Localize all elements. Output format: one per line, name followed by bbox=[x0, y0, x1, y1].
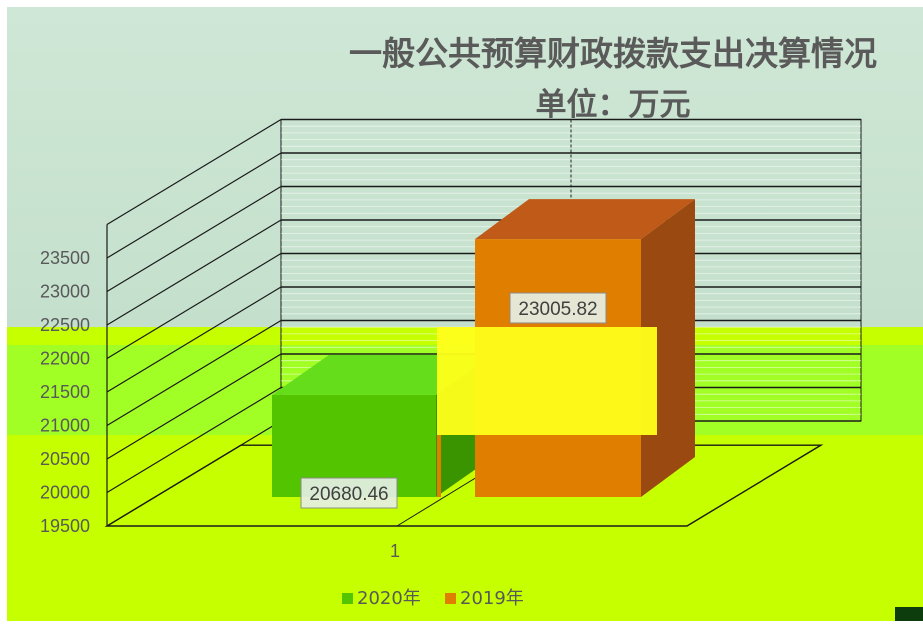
gridline-side bbox=[106, 286, 282, 393]
y-tick-label: 19500 bbox=[40, 516, 90, 536]
data-label-box bbox=[509, 292, 607, 324]
bars bbox=[272, 199, 695, 498]
data-label: 23005.82 bbox=[518, 299, 597, 320]
bar-top-2019年 bbox=[475, 199, 695, 240]
gridline-side bbox=[106, 152, 282, 259]
y-tick-label: 23000 bbox=[40, 282, 90, 302]
glitch-overlay bbox=[437, 327, 657, 435]
gridline-side bbox=[106, 118, 282, 226]
chart-subtitle: 单位：万元 bbox=[536, 87, 691, 123]
x-axis-categories: 1 bbox=[390, 541, 400, 561]
gridline-side bbox=[106, 319, 282, 427]
data-labels: 20680.46 23005.82 bbox=[300, 292, 607, 509]
legend-swatch bbox=[445, 593, 456, 604]
gridline-side bbox=[106, 219, 282, 326]
bar-chart-3d: 一般公共预算财政拨款支出决算情况 单位：万元 19500 20000 20500 21… bbox=[7, 7, 923, 621]
chart-area: 一般公共预算财政拨款支出决算情况 单位：万元 19500 20000 20500 21… bbox=[7, 7, 923, 621]
legend-label: 2019年 bbox=[460, 588, 524, 609]
x-category-label: 1 bbox=[390, 541, 400, 561]
gridline-side bbox=[106, 386, 282, 494]
y-tick-label: 20000 bbox=[40, 483, 90, 503]
y-tick-label: 21000 bbox=[40, 416, 90, 436]
glitch-edge bbox=[437, 435, 441, 497]
y-tick-label: 22500 bbox=[40, 315, 90, 335]
gridline-side bbox=[106, 252, 282, 360]
legend: 2020年 2019年 bbox=[342, 588, 524, 609]
chart-floor bbox=[104, 444, 824, 527]
chart-title: 一般公共预算财政拨款支出决算情况 bbox=[349, 34, 877, 73]
y-axis-ticks: 19500 20000 20500 21000 21500 22000 22500 23000… bbox=[40, 248, 90, 536]
floor-outline bbox=[104, 444, 824, 527]
y-tick-label: 21500 bbox=[40, 382, 90, 402]
floor-divider bbox=[396, 473, 483, 527]
gridline-side bbox=[106, 185, 282, 293]
data-label: 20680.46 bbox=[309, 484, 388, 505]
y-tick-label: 20500 bbox=[40, 449, 90, 469]
legend-label: 2020年 bbox=[357, 588, 421, 609]
legend-swatch bbox=[342, 593, 353, 604]
y-tick-label: 22000 bbox=[40, 349, 90, 369]
y-tick-label: 23500 bbox=[40, 248, 90, 268]
gridline-side bbox=[106, 353, 282, 460]
data-label-box bbox=[300, 477, 398, 509]
corner-mark bbox=[895, 607, 923, 621]
